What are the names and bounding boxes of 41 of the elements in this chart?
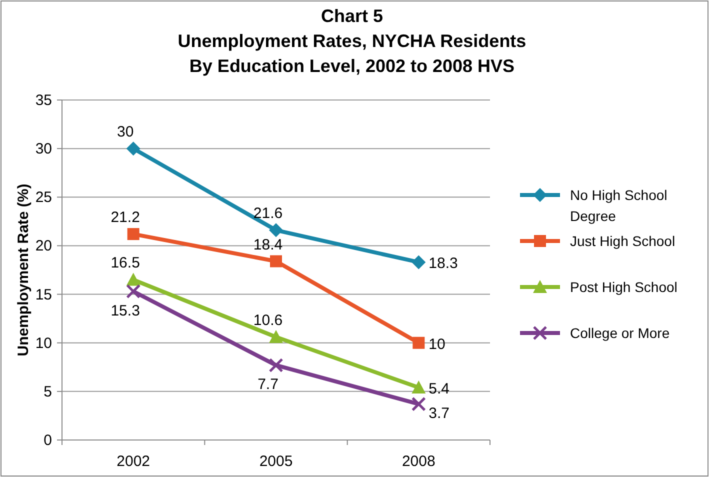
data-label: 3.7 <box>428 405 450 422</box>
point <box>126 272 140 286</box>
point <box>412 336 425 349</box>
x-tick-label: 2005 <box>259 453 293 470</box>
point <box>269 223 283 238</box>
point <box>126 142 140 156</box>
point <box>126 284 141 299</box>
legend-label: Post High School <box>570 279 678 295</box>
legend-label: No High School Degree <box>570 187 668 224</box>
point <box>127 228 140 240</box>
data-label: 10.6 <box>253 312 283 330</box>
data-label: 10 <box>428 336 446 353</box>
data-label: 15.3 <box>110 302 140 320</box>
point <box>268 358 284 372</box>
data-label: 30 <box>116 124 134 141</box>
y-tick-label: 15 <box>35 286 52 304</box>
data-label: 18.3 <box>428 255 458 272</box>
y-tick-label: 35 <box>35 92 52 109</box>
data-label: 18.4 <box>253 236 283 254</box>
data-label: 7.7 <box>258 376 278 394</box>
y-tick-label: 25 <box>35 189 52 206</box>
y-tick-label: 0 <box>44 432 52 449</box>
data-label: 16.5 <box>110 254 140 272</box>
y-tick-label: 30 <box>35 140 52 158</box>
y-axis-title: Unemployment Rate (%) <box>15 184 32 356</box>
y-tick-label: 5 <box>44 383 52 400</box>
point <box>270 255 282 268</box>
x-tick-label: 2008 <box>402 453 436 470</box>
data-label: 5.4 <box>428 380 450 398</box>
point <box>411 396 426 412</box>
point <box>412 380 426 394</box>
legend-label: Just High School <box>570 233 676 249</box>
chart-title: Chart 5 Unemployment Rates, NYCHA Residents By Education Level, 2002 to 2008 HVS <box>178 6 526 76</box>
data-label: 21.6 <box>253 205 283 222</box>
y-tick-label: 10 <box>35 334 52 352</box>
point <box>269 330 283 344</box>
point <box>412 255 426 270</box>
y-tick-label: 20 <box>35 238 52 255</box>
legend-label: College or More <box>570 325 670 341</box>
data-label: 21.2 <box>110 209 140 226</box>
x-tick-label: 2002 <box>116 453 150 470</box>
